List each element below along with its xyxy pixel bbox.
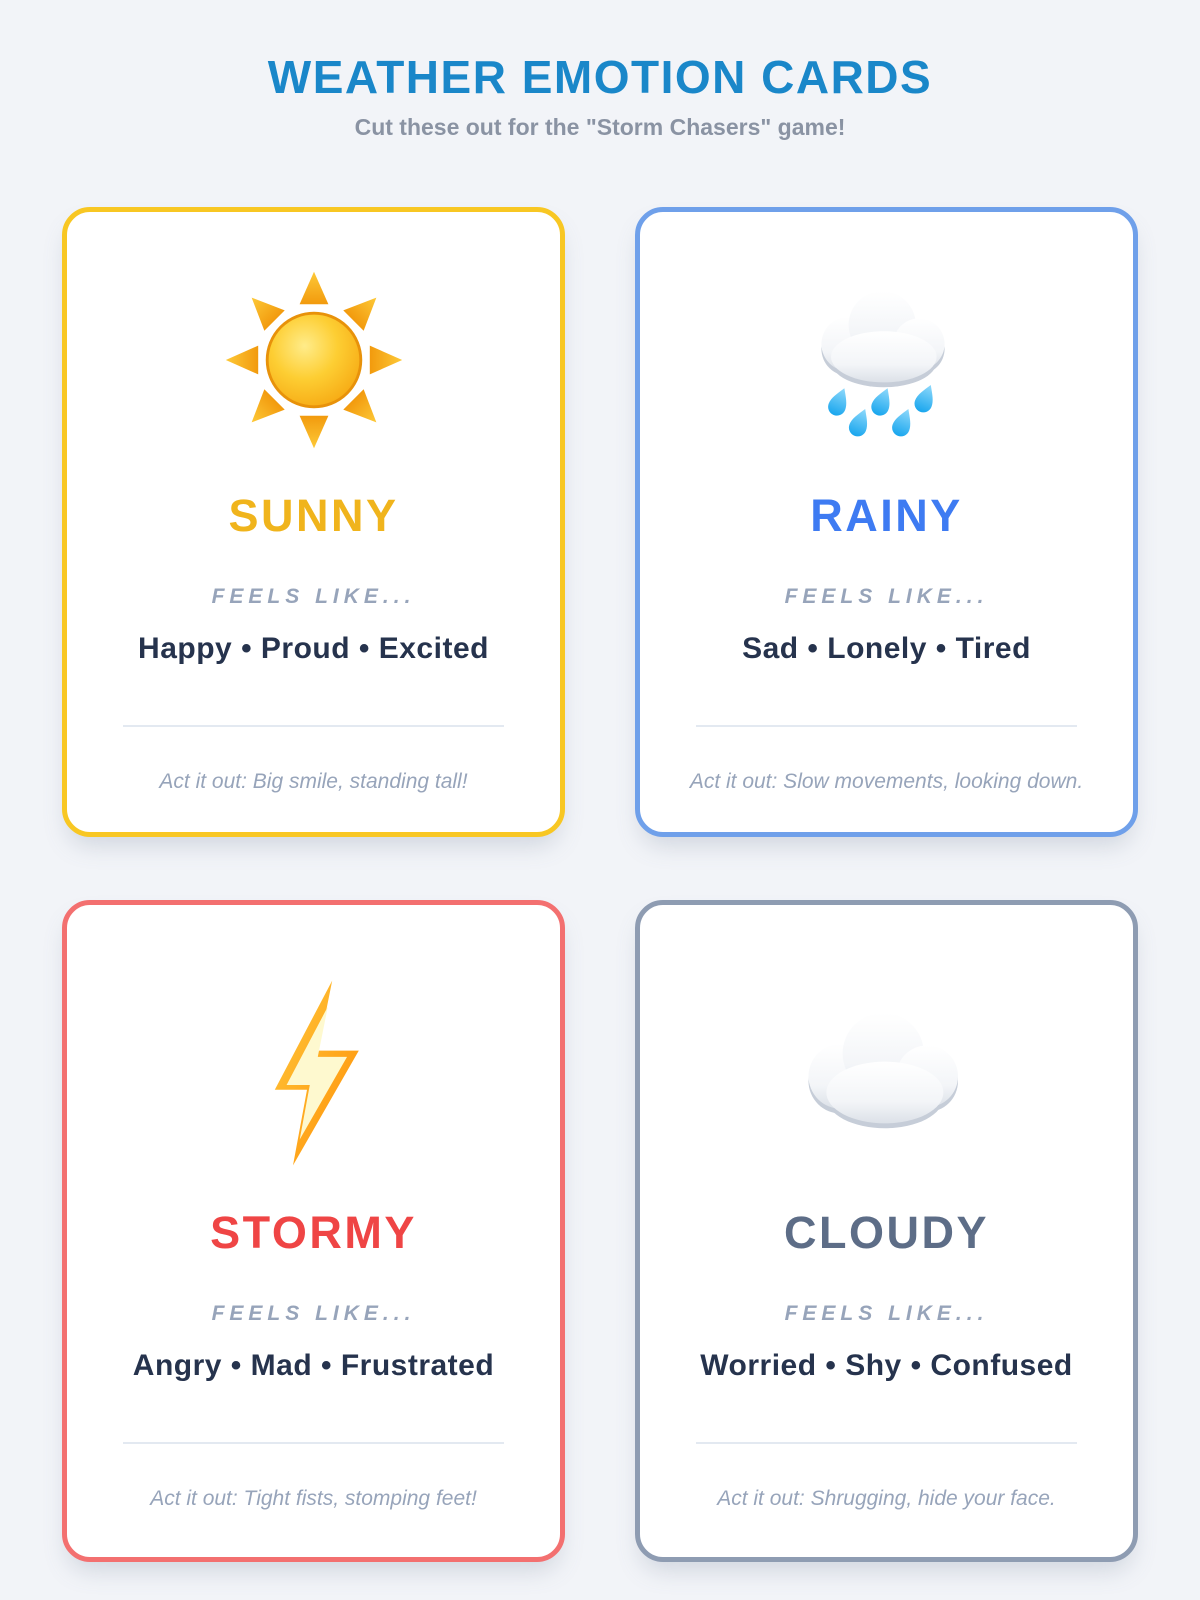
feels-like-label: FEELS LIKE... [211, 585, 416, 608]
cloud-icon [668, 973, 1105, 1173]
card-divider [123, 725, 504, 727]
sun-icon [95, 264, 532, 456]
lightning-icon [95, 973, 532, 1173]
card-rainy: RAINY FEELS LIKE... Sad • Lonely • Tired… [635, 207, 1138, 837]
card-divider [123, 1442, 504, 1444]
card-divider [696, 725, 1077, 727]
card-title: CLOUDY [784, 1207, 989, 1258]
card-divider [696, 1442, 1077, 1444]
rain-cloud-icon [668, 264, 1105, 456]
card-title: STORMY [210, 1207, 417, 1258]
card-title: RAINY [810, 490, 963, 541]
page-subtitle: Cut these out for the "Storm Chasers" ga… [354, 114, 846, 140]
feels-like-label: FEELS LIKE... [784, 585, 989, 608]
act-it-out-text: Act it out: Tight fists, stomping feet! [150, 1487, 477, 1510]
page-title: WEATHER EMOTION CARDS [267, 51, 933, 103]
cards-grid: SUNNY FEELS LIKE... Happy • Proud • Exci… [62, 207, 1138, 1562]
card-sunny: SUNNY FEELS LIKE... Happy • Proud • Exci… [62, 207, 565, 837]
card-title: SUNNY [228, 490, 399, 541]
feels-like-label: FEELS LIKE... [211, 1302, 416, 1325]
emotions-list: Angry • Mad • Frustrated [132, 1349, 495, 1382]
emotions-list: Happy • Proud • Excited [138, 632, 489, 665]
act-it-out-text: Act it out: Slow movements, looking down… [689, 770, 1084, 793]
act-it-out-text: Act it out: Shrugging, hide your face. [717, 1487, 1056, 1510]
card-cloudy: CLOUDY FEELS LIKE... Worried • Shy • Con… [635, 900, 1138, 1562]
feels-like-label: FEELS LIKE... [784, 1302, 989, 1325]
act-it-out-text: Act it out: Big smile, standing tall! [159, 770, 468, 793]
card-stormy: STORMY FEELS LIKE... Angry • Mad • Frust… [62, 900, 565, 1562]
emotions-list: Worried • Shy • Confused [700, 1349, 1073, 1382]
emotions-list: Sad • Lonely • Tired [742, 632, 1031, 665]
